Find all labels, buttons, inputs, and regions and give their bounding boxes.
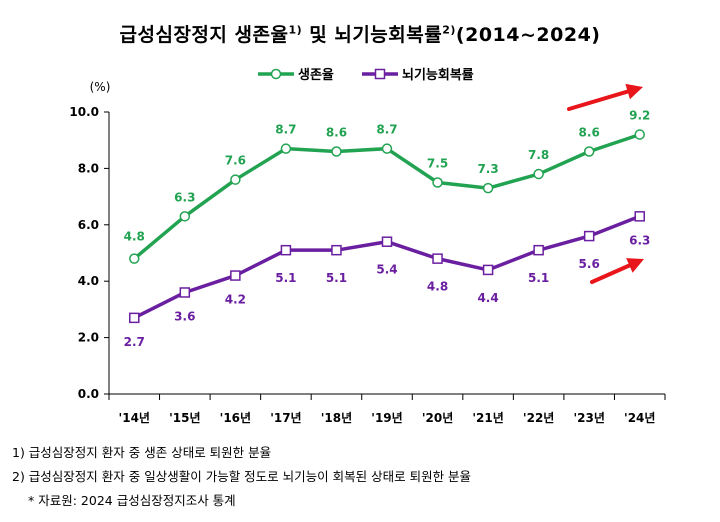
title-part3: (2014~2024) bbox=[455, 24, 601, 46]
x-tick-label: '18년 bbox=[321, 411, 352, 425]
data-point bbox=[331, 244, 342, 256]
data-label: 5.1 bbox=[326, 271, 347, 285]
footnote-2: 2) 급성심장정지 환자 중 일상생활이 가능할 정도로 뇌기능이 회복된 상태… bbox=[12, 469, 472, 484]
data-point bbox=[533, 244, 544, 256]
data-point bbox=[381, 236, 393, 247]
data-label: 4.8 bbox=[124, 230, 145, 244]
y-unit-label: (%) bbox=[90, 80, 111, 94]
y-tick-label: 6.0 bbox=[78, 218, 99, 232]
legend-marker-1 bbox=[374, 68, 386, 80]
x-tick-label: '15년 bbox=[169, 411, 200, 425]
data-label: 4.2 bbox=[225, 293, 246, 307]
data-label: 6.3 bbox=[174, 190, 195, 204]
data-point bbox=[280, 244, 292, 256]
x-tick-label: '17년 bbox=[270, 411, 301, 425]
y-tick-label: 2.0 bbox=[78, 331, 99, 345]
x-tick-label: '23년 bbox=[573, 411, 604, 425]
data-label: 2.7 bbox=[124, 335, 145, 349]
x-tick-label: '20년 bbox=[422, 411, 453, 425]
chart-title: 급성심장정지 생존율1) 및 뇌기능회복률2)(2014~2024) bbox=[0, 20, 720, 47]
x-tick-label: '14년 bbox=[119, 411, 150, 425]
y-tick-label: 4.0 bbox=[78, 274, 99, 288]
data-label: 4.8 bbox=[427, 280, 448, 294]
data-point bbox=[331, 146, 342, 157]
data-point bbox=[634, 129, 645, 140]
data-point bbox=[129, 253, 140, 264]
legend-label-1: 뇌기능회복률 bbox=[402, 67, 474, 83]
title-part2: 및 뇌기능회복률 bbox=[302, 24, 443, 46]
legend-label-0: 생존율 bbox=[298, 67, 334, 83]
data-label: 5.1 bbox=[528, 271, 549, 285]
data-label: 7.6 bbox=[225, 154, 246, 168]
x-tick-label: '21년 bbox=[472, 411, 503, 425]
data-label: 7.8 bbox=[528, 148, 549, 162]
legend-marker-0 bbox=[270, 68, 282, 80]
data-label: 8.6 bbox=[326, 125, 347, 139]
data-label: 5.4 bbox=[376, 263, 397, 277]
data-point bbox=[381, 143, 393, 154]
upper-trend-arrow-shaft bbox=[567, 88, 632, 111]
x-tick-label: '22년 bbox=[523, 411, 554, 425]
lower-trend-arrow-shaft bbox=[590, 261, 637, 284]
data-label: 7.3 bbox=[477, 162, 498, 176]
data-point bbox=[129, 312, 140, 324]
data-point bbox=[179, 287, 191, 298]
upper-trend-arrow-head bbox=[625, 83, 643, 100]
data-point bbox=[432, 177, 443, 188]
data-label: 7.5 bbox=[427, 157, 448, 171]
line-chart: 0.0 2.0 4.0 6.0 8.0 10.0 (%) '14년 '15년 '16년 '17년 '1… bbox=[69, 67, 666, 425]
data-point bbox=[482, 264, 494, 276]
x-tick-label: '19년 bbox=[371, 411, 402, 425]
data-point bbox=[634, 211, 645, 222]
data-label: 6.3 bbox=[629, 233, 650, 247]
title-footnote-1: 1) bbox=[288, 23, 303, 37]
x-tick-label: '24년 bbox=[624, 411, 655, 425]
data-label: 8.7 bbox=[275, 123, 296, 137]
data-point bbox=[230, 174, 241, 185]
data-label: 8.6 bbox=[579, 125, 600, 139]
data-label: 5.6 bbox=[579, 257, 600, 271]
data-label: 5.1 bbox=[275, 271, 296, 285]
data-label: 4.4 bbox=[477, 291, 498, 305]
data-label: 9.2 bbox=[629, 109, 650, 123]
footnote-1: 1) 급성심장정지 환자 중 생존 상태로 퇴원한 분율 bbox=[12, 445, 272, 460]
x-tick-label: '16년 bbox=[220, 411, 251, 425]
title-footnote-2: 2) bbox=[442, 23, 456, 37]
data-point bbox=[583, 230, 595, 242]
data-point bbox=[583, 146, 595, 157]
data-point bbox=[533, 168, 544, 180]
data-point bbox=[280, 143, 292, 154]
y-tick-label: 8.0 bbox=[78, 161, 99, 175]
title-part1: 급성심장정지 생존율 bbox=[119, 24, 289, 46]
data-point bbox=[230, 270, 241, 281]
data-point bbox=[482, 182, 494, 194]
data-point bbox=[179, 211, 191, 222]
y-tick-label: 10.0 bbox=[69, 105, 99, 119]
data-point bbox=[432, 253, 443, 264]
y-tick-label: 0.0 bbox=[78, 387, 99, 401]
lower-trend-arrow-head bbox=[626, 258, 644, 273]
data-label: 8.7 bbox=[376, 123, 397, 137]
data-label: 3.6 bbox=[174, 309, 195, 323]
source-note: * 자료원: 2024 급성심장정지조사 통계 bbox=[28, 493, 236, 508]
